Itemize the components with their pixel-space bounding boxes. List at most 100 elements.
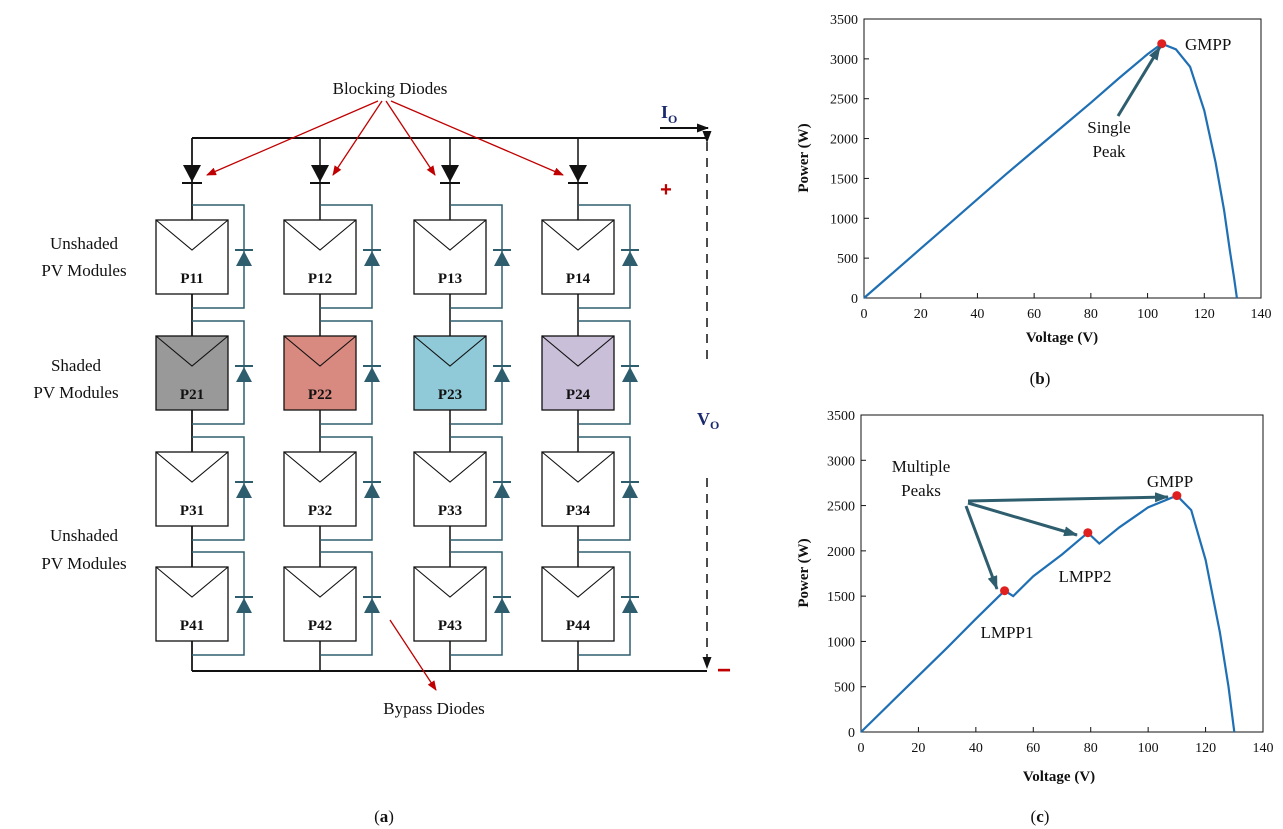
y-tick-label: 1000 (827, 635, 855, 650)
blocking-diode (310, 165, 330, 184)
pv-module-label: P13 (438, 271, 462, 287)
y-tick-label: 3000 (830, 53, 858, 68)
bypass-diode-p43 (450, 551, 511, 656)
chart-c-peaks-label: Peaks (901, 481, 941, 500)
bypass-diode-p33 (450, 436, 511, 541)
pv-module-p11: P11 (155, 219, 229, 295)
y-tick-label: 500 (837, 252, 858, 267)
y-tick-label: 3500 (827, 409, 855, 424)
chart-c-multiple-label: Multiple (892, 457, 951, 476)
bypass-diode-p23 (450, 320, 511, 425)
bypass-diode-p44 (578, 551, 639, 656)
pv-module-label: P11 (180, 271, 203, 287)
pv-module-label: P21 (180, 387, 204, 403)
peak-marker (1000, 586, 1010, 596)
y-tick-label: 3000 (827, 454, 855, 469)
x-tick-label: 60 (1026, 741, 1040, 756)
x-tick-label: 120 (1194, 307, 1215, 322)
x-tick-label: 140 (1253, 741, 1274, 756)
pv-module-p44: P44 (541, 566, 615, 642)
pv-module-p34: P34 (541, 451, 615, 527)
caption-a: (a) (374, 807, 394, 826)
x-tick-label: 60 (1027, 307, 1041, 322)
unshaded-bottom-label-1: Unshaded (50, 526, 118, 545)
chart-c-multiple-peaks-arrows (964, 492, 1169, 590)
chart-c-xlabel: Voltage (V) (1023, 769, 1095, 785)
pv-string-4: P14 P24 P34 P44 (541, 138, 639, 671)
y-tick-label: 1000 (830, 212, 858, 227)
unshaded-bottom-label-2: PV Modules (41, 554, 126, 573)
pv-module-p14: P14 (541, 219, 615, 295)
blocking-diode (440, 165, 460, 184)
chart-c-ylabel: Power (W) (796, 538, 812, 607)
y-tick-label: 2500 (827, 500, 855, 515)
pv-module-label: P31 (180, 503, 204, 519)
shaded-label-1: Shaded (51, 356, 102, 375)
pv-module-p41: P41 (155, 566, 229, 642)
x-tick-label: 80 (1084, 741, 1098, 756)
shaded-label-2: PV Modules (33, 383, 118, 402)
blocking-diodes-label: Blocking Diodes (333, 79, 448, 98)
chart-c-gmpp-label: GMPP (1147, 472, 1193, 491)
pv-curve-chart-b: 0 20 40 60 80 100 120 140 0 500 1000 1500 2000 2500 30… (796, 13, 1272, 388)
unshaded-top-label-1: Unshaded (50, 234, 118, 253)
pv-module-p32: P32 (283, 451, 357, 527)
x-tick-label: 80 (1084, 307, 1098, 322)
chart-b-series-line (863, 42, 1238, 299)
chart-b-frame (863, 18, 1262, 299)
pv-module-label: P34 (566, 503, 591, 519)
pv-module-label: P32 (308, 503, 332, 519)
pv-module-label: P14 (566, 271, 591, 287)
y-tick-label: 2000 (830, 133, 858, 148)
x-tick-label: 100 (1138, 741, 1159, 756)
pv-module-p33: P33 (413, 451, 487, 527)
bypass-diode-p11 (192, 204, 253, 309)
minus-sign: − (717, 657, 731, 684)
y-tick-label: 1500 (830, 172, 858, 187)
bypass-diode-p34 (578, 436, 639, 541)
plus-sign: + (660, 179, 672, 201)
pv-module-p12: P12 (283, 219, 357, 295)
bypass-diode-p22 (320, 320, 381, 425)
chart-b-single-peak-arrow (1116, 46, 1162, 117)
y-tick-label: 0 (851, 292, 858, 307)
y-tick-label: 2500 (830, 93, 858, 108)
x-tick-label: 40 (969, 741, 983, 756)
blocking-diode (568, 165, 588, 184)
chart-b-single-label: Single (1087, 118, 1130, 137)
y-tick-label: 0 (848, 726, 855, 741)
pv-module-label: P43 (438, 618, 462, 634)
y-tick-label: 1500 (827, 590, 855, 605)
pv-module-p21: P21 (155, 335, 229, 411)
bypass-diode-p21 (192, 320, 253, 425)
x-tick-label: 20 (911, 741, 925, 756)
chart-c-frame (860, 414, 1264, 733)
blocking-diode-arrows (206, 100, 564, 176)
pv-module-p22: P22 (283, 335, 357, 411)
pv-module-p24: P24 (541, 335, 615, 411)
bypass-diode-p41 (192, 551, 253, 656)
pv-module-p23: P23 (413, 335, 487, 411)
unshaded-top-label-2: PV Modules (41, 261, 126, 280)
chart-c-lmpp2-label: LMPP2 (1059, 567, 1112, 586)
x-tick-label: 0 (861, 307, 868, 322)
bypass-diode-p13 (450, 204, 511, 309)
output-voltage-label: VO (697, 409, 719, 432)
pv-module-label: P12 (308, 271, 332, 287)
x-tick-label: 120 (1195, 741, 1216, 756)
pv-array-circuit: P11P21P31P41P12P22P32P42P13P23P33P43P14P… (33, 79, 731, 826)
bypass-diode-p42 (320, 551, 381, 656)
pv-module-p42: P42 (283, 566, 357, 642)
chart-c-lmpp1-label: LMPP1 (981, 623, 1034, 642)
pv-module-label: P33 (438, 503, 462, 519)
pv-module-label: P23 (438, 387, 462, 403)
pv-module-p31: P31 (155, 451, 229, 527)
y-tick-label: 500 (834, 681, 855, 696)
blocking-diode (182, 165, 202, 184)
chart-b-gmpp-label: GMPP (1185, 35, 1231, 54)
caption-b: (b) (1030, 369, 1051, 388)
pv-string-1: P11 P21 P31 P41 (155, 138, 253, 671)
x-tick-label: 100 (1137, 307, 1158, 322)
x-tick-label: 140 (1251, 307, 1272, 322)
peak-marker (1083, 528, 1093, 538)
